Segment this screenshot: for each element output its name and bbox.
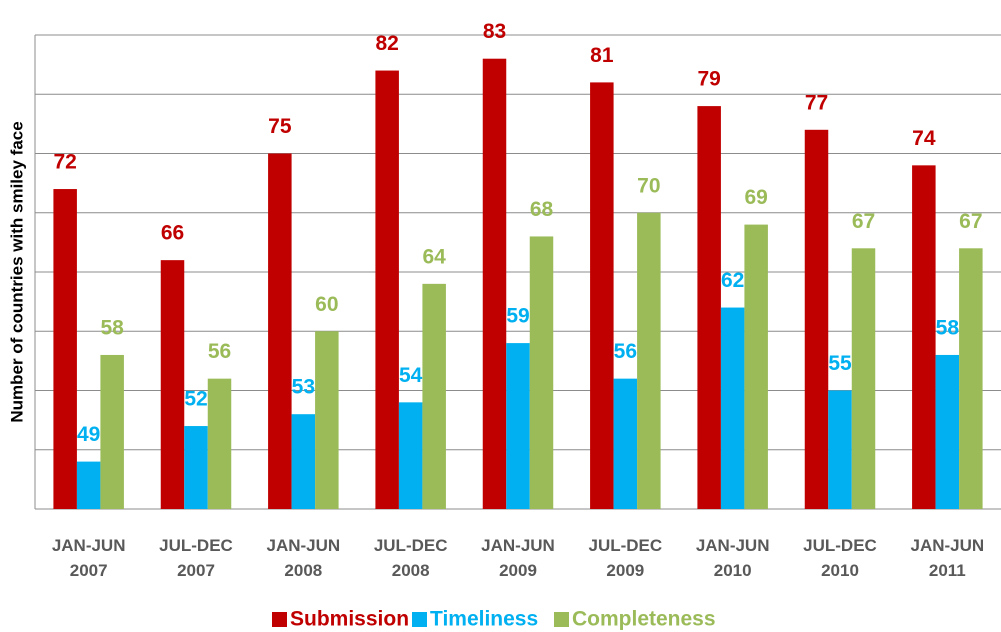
value-label: 52 (184, 388, 207, 411)
x-tick-label-line: 2010 (714, 561, 752, 580)
x-tick-label-line: 2009 (606, 561, 644, 580)
x-tick-label-line: JAN-JUN (481, 536, 555, 555)
value-label: 62 (721, 269, 744, 292)
x-tick-label-line: 2010 (821, 561, 859, 580)
value-label: 82 (375, 32, 398, 55)
legend-label: Submission (290, 608, 409, 631)
bar (697, 106, 721, 509)
x-tick-label: JAN-JUN 2008 (266, 536, 340, 580)
bar (506, 343, 530, 509)
bar (207, 378, 232, 509)
value-label: 74 (912, 127, 936, 150)
legend-swatch (412, 612, 427, 627)
bar (959, 248, 983, 510)
bar (482, 58, 507, 509)
value-label: 81 (590, 44, 614, 67)
value-label: 79 (697, 68, 720, 91)
legend-swatch (554, 612, 569, 627)
value-label: 83 (483, 20, 506, 43)
bar (184, 426, 208, 509)
bar (529, 236, 554, 509)
x-tick-label: JAN-JUN 2007 (52, 536, 126, 580)
value-label: 58 (100, 316, 124, 339)
value-label: 68 (530, 198, 554, 221)
bar (375, 70, 399, 510)
bar (160, 260, 185, 509)
x-tick-label-line: JAN-JUN (696, 536, 770, 555)
value-label: 49 (77, 423, 100, 446)
x-tick-label-line: 2009 (499, 561, 537, 580)
value-label: 59 (506, 305, 529, 328)
value-label: 56 (208, 340, 231, 363)
value-label: 64 (422, 245, 446, 268)
value-label: 53 (292, 376, 315, 399)
value-label: 72 (53, 151, 76, 174)
bar (804, 129, 829, 510)
bar (720, 307, 745, 509)
x-tick-label: JUL-DEC 2009 (588, 536, 662, 580)
x-tick-label: JUL-DEC 2008 (374, 536, 448, 580)
value-label: 54 (399, 364, 423, 387)
x-tick-label-line: JUL-DEC (374, 536, 448, 555)
x-tick-label-line: 2011 (929, 561, 966, 580)
x-tick-label-line: JAN-JUN (910, 536, 984, 555)
bar (398, 402, 423, 509)
bar (912, 165, 936, 509)
bar (744, 224, 768, 509)
value-label: 58 (936, 316, 960, 339)
x-tick-label: JAN-JUN 2009 (481, 536, 555, 580)
x-tick-label-line: JUL-DEC (803, 536, 877, 555)
bar (590, 82, 614, 510)
value-label: 67 (852, 210, 875, 233)
legend-label: Completeness (572, 608, 716, 631)
x-tick-label-line: 2008 (284, 561, 322, 580)
value-label: 56 (614, 340, 637, 363)
value-label: 60 (315, 293, 338, 316)
bar (935, 354, 960, 509)
bar (100, 354, 124, 509)
value-label: 55 (828, 352, 852, 375)
bar (315, 331, 339, 509)
bar (291, 414, 316, 509)
value-label: 70 (637, 174, 660, 197)
bar (76, 461, 101, 509)
value-label: 69 (744, 186, 767, 209)
bar (851, 248, 876, 510)
bar (637, 212, 661, 509)
x-tick-label: JUL-DEC 2010 (803, 536, 877, 580)
bar (268, 153, 292, 509)
x-tick-label: JUL-DEC 2007 (159, 536, 233, 580)
x-tick-label-line: JAN-JUN (52, 536, 126, 555)
x-tick-label-line: 2007 (70, 561, 108, 580)
x-tick-label-line: JAN-JUN (266, 536, 340, 555)
bar (53, 189, 77, 510)
bar (613, 378, 638, 509)
bar (422, 283, 446, 509)
legend-swatch (272, 612, 287, 627)
x-tick-label: JAN-JUN 2011 (910, 536, 984, 580)
value-label: 66 (161, 222, 184, 245)
x-tick-label: JAN-JUN 2010 (696, 536, 770, 580)
y-axis-title: Number of countries with smiley face (7, 121, 26, 422)
legend-label: Timeliness (430, 608, 538, 631)
value-label: 75 (268, 115, 292, 138)
x-tick-label-line: 2008 (392, 561, 430, 580)
bar (828, 390, 852, 509)
value-label: 67 (959, 210, 982, 233)
x-tick-label-line: 2007 (177, 561, 215, 580)
x-tick-label-line: JUL-DEC (588, 536, 662, 555)
x-tick-label-line: JUL-DEC (159, 536, 233, 555)
value-label: 77 (805, 91, 828, 114)
